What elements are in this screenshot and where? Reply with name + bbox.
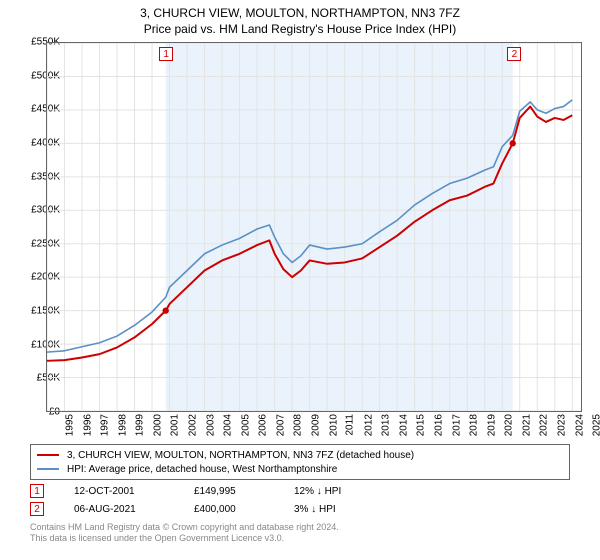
x-tick-label: 2024 (574, 414, 585, 436)
legend-label: 3, CHURCH VIEW, MOULTON, NORTHAMPTON, NN… (67, 450, 414, 461)
x-tick-label: 2008 (293, 414, 304, 436)
legend: 3, CHURCH VIEW, MOULTON, NORTHAMPTON, NN… (30, 444, 570, 480)
x-tick-label: 2013 (381, 414, 392, 436)
chart-container: 3, CHURCH VIEW, MOULTON, NORTHAMPTON, NN… (0, 0, 600, 560)
sale-row: 1 12-OCT-2001 £149,995 12% ↓ HPI (30, 482, 341, 500)
legend-label: HPI: Average price, detached house, West… (67, 464, 337, 475)
x-tick-label: 1997 (99, 414, 110, 436)
x-tick-label: 2017 (451, 414, 462, 436)
sale-row: 2 06-AUG-2021 £400,000 3% ↓ HPI (30, 500, 341, 518)
sale-badge: 1 (30, 484, 44, 498)
sale-price: £149,995 (194, 486, 264, 497)
legend-row: HPI: Average price, detached house, West… (37, 462, 563, 476)
x-tick-label: 2011 (345, 414, 356, 436)
x-tick-label: 2020 (504, 414, 515, 436)
sale-hpi-diff: 3% ↓ HPI (294, 504, 336, 515)
x-tick-label: 2012 (363, 414, 374, 436)
x-tick-label: 1999 (135, 414, 146, 436)
x-tick-label: 2007 (275, 414, 286, 436)
chart-title-line2: Price paid vs. HM Land Registry's House … (0, 22, 600, 38)
legend-row: 3, CHURCH VIEW, MOULTON, NORTHAMPTON, NN… (37, 448, 563, 462)
x-tick-label: 2021 (521, 414, 532, 436)
footer: Contains HM Land Registry data © Crown c… (30, 522, 339, 545)
legend-swatch (37, 468, 59, 470)
x-tick-label: 2004 (222, 414, 233, 436)
x-tick-label: 2023 (556, 414, 567, 436)
x-tick-label: 1996 (82, 414, 93, 436)
x-tick-label: 2010 (328, 414, 339, 436)
footer-line2: This data is licensed under the Open Gov… (30, 533, 339, 544)
plot-svg (47, 43, 581, 411)
x-tick-label: 2015 (416, 414, 427, 436)
chart-title-block: 3, CHURCH VIEW, MOULTON, NORTHAMPTON, NN… (0, 0, 600, 37)
chart-title-line1: 3, CHURCH VIEW, MOULTON, NORTHAMPTON, NN… (0, 6, 600, 22)
x-tick-label: 2019 (486, 414, 497, 436)
x-tick-label: 1995 (64, 414, 75, 436)
x-tick-label: 2014 (398, 414, 409, 436)
footer-line1: Contains HM Land Registry data © Crown c… (30, 522, 339, 533)
x-tick-label: 2016 (433, 414, 444, 436)
sale-marker-2: 2 (507, 47, 521, 61)
x-tick-label: 2025 (591, 414, 600, 436)
x-tick-label: 2009 (310, 414, 321, 436)
x-tick-label: 2018 (468, 414, 479, 436)
x-tick-label: 2005 (240, 414, 251, 436)
x-tick-label: 2001 (170, 414, 181, 436)
x-tick-label: 2022 (539, 414, 550, 436)
sale-date: 06-AUG-2021 (74, 504, 164, 515)
x-tick-label: 1998 (117, 414, 128, 436)
legend-swatch (37, 454, 59, 456)
x-tick-label: 2002 (187, 414, 198, 436)
sale-hpi-diff: 12% ↓ HPI (294, 486, 341, 497)
sale-date: 12-OCT-2001 (74, 486, 164, 497)
x-tick-label: 2000 (152, 414, 163, 436)
sale-badge: 2 (30, 502, 44, 516)
plot-area: 12 (46, 42, 582, 412)
sale-price: £400,000 (194, 504, 264, 515)
x-tick-label: 2003 (205, 414, 216, 436)
x-tick-label: 2006 (258, 414, 269, 436)
sales-table: 1 12-OCT-2001 £149,995 12% ↓ HPI 2 06-AUG-202… (30, 482, 341, 518)
sale-marker-1: 1 (159, 47, 173, 61)
